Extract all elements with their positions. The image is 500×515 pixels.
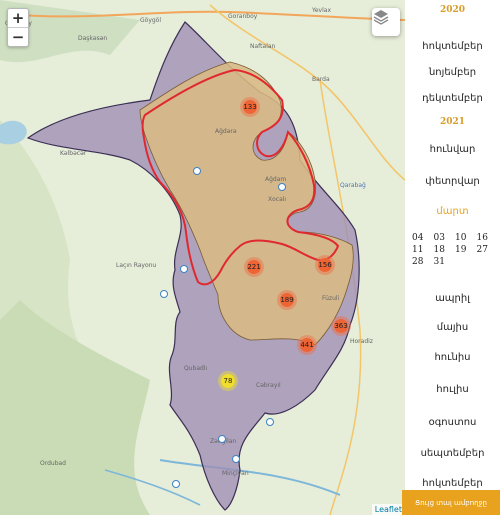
- place-label: Yevlax: [312, 7, 332, 14]
- place-label: Minçivan: [222, 470, 249, 477]
- day-link[interactable]: 27: [476, 245, 488, 255]
- place-label: Kəlbəcər: [60, 150, 87, 157]
- day-grid: 04 03 10 16 11 18 19 27 28 31: [412, 233, 498, 267]
- place-label: Qarabağ: [340, 182, 366, 189]
- zoom-in-button[interactable]: +: [11, 9, 25, 27]
- place-label: Barda: [312, 76, 330, 83]
- road: [19, 10, 405, 21]
- month-item[interactable]: փետրվար: [425, 176, 480, 187]
- city-dot[interactable]: [232, 455, 240, 463]
- month-item[interactable]: մայիս: [436, 322, 469, 333]
- place-label: Cəbrayıl: [256, 382, 281, 389]
- city-dot[interactable]: [172, 480, 180, 488]
- month-item-active[interactable]: մարտ: [436, 206, 469, 217]
- day-link[interactable]: 19: [455, 245, 467, 255]
- place-label: Ağdərə: [215, 128, 237, 135]
- day-link[interactable]: 04: [412, 233, 424, 243]
- contact-line: [141, 68, 340, 286]
- zoom-control: + −: [7, 8, 29, 47]
- place-label: Ordubad: [40, 460, 66, 467]
- map-attribution[interactable]: Leaflet: [371, 504, 405, 515]
- cluster-marker[interactable]: 133: [240, 97, 260, 117]
- day-link[interactable]: 16: [476, 233, 488, 243]
- month-item[interactable]: նոյեմբեր: [428, 67, 477, 78]
- date-sidebar: 2020 հոկտեմբեր նոյեմբեր դեկտեմբեր 2021 հ…: [405, 0, 500, 515]
- place-label: Füzuli: [322, 295, 340, 302]
- place-label: Göygöl: [140, 17, 162, 24]
- day-link[interactable]: 31: [433, 257, 445, 267]
- city-dot[interactable]: [266, 418, 274, 426]
- map-canvas[interactable]: [0, 0, 405, 515]
- place-label: Laçın Rayonu: [116, 262, 157, 269]
- month-item[interactable]: հունվար: [429, 144, 476, 155]
- map-view[interactable]: Gədəbəy Daşkəsən Göygöl Goranboy Yevlax …: [0, 0, 405, 515]
- place-label: Naftalan: [250, 43, 276, 50]
- day-link[interactable]: 03: [433, 233, 445, 243]
- month-item[interactable]: հոկտեմբեր: [422, 478, 483, 489]
- year-heading: 2021: [439, 117, 466, 127]
- show-all-button[interactable]: Ցույց տալ ամբողջը: [402, 490, 500, 515]
- cluster-marker[interactable]: 156: [315, 255, 335, 275]
- city-dot[interactable]: [180, 265, 188, 273]
- month-item[interactable]: սեպտեմբեր: [420, 448, 485, 459]
- place-label: Horadiz: [350, 338, 373, 345]
- year-heading: 2020: [439, 5, 466, 15]
- road: [319, 79, 362, 515]
- road: [209, 4, 405, 181]
- forest-area-south: [0, 300, 150, 515]
- cluster-marker[interactable]: 441: [297, 335, 317, 355]
- day-link[interactable]: 10: [455, 233, 467, 243]
- day-link[interactable]: 11: [412, 245, 424, 255]
- place-label: Xocalı: [268, 196, 287, 203]
- place-label: Qubadlı: [184, 365, 208, 372]
- city-dot[interactable]: [218, 435, 226, 443]
- city-dot[interactable]: [193, 167, 201, 175]
- river-aras: [159, 459, 341, 496]
- city-dot[interactable]: [278, 183, 286, 191]
- place-label: Goranboy: [228, 13, 258, 20]
- lake-water: [0, 120, 27, 145]
- day-link[interactable]: 28: [412, 257, 424, 267]
- month-item[interactable]: հոկտեմբեր: [422, 41, 483, 52]
- cluster-marker[interactable]: 363: [331, 316, 351, 336]
- layers-button[interactable]: [372, 8, 400, 36]
- month-item[interactable]: հունիս: [434, 352, 471, 363]
- region-polygon[interactable]: [26, 21, 360, 511]
- month-item[interactable]: օգոստոս: [428, 417, 477, 428]
- zoom-out-button[interactable]: −: [8, 27, 28, 46]
- place-label: Ağdam: [265, 176, 287, 183]
- city-dot[interactable]: [160, 290, 168, 298]
- day-link[interactable]: 18: [433, 245, 445, 255]
- river: [104, 469, 201, 506]
- cluster-marker[interactable]: 78: [218, 371, 238, 391]
- month-item[interactable]: հուլիս: [436, 384, 469, 395]
- month-item[interactable]: ապրիլ: [435, 293, 470, 304]
- layers-icon: [373, 10, 389, 25]
- place-label: Daşkəsən: [78, 35, 108, 42]
- month-item[interactable]: դեկտեմբեր: [422, 93, 483, 104]
- cluster-marker[interactable]: 221: [244, 257, 264, 277]
- cluster-marker[interactable]: 189: [277, 290, 297, 310]
